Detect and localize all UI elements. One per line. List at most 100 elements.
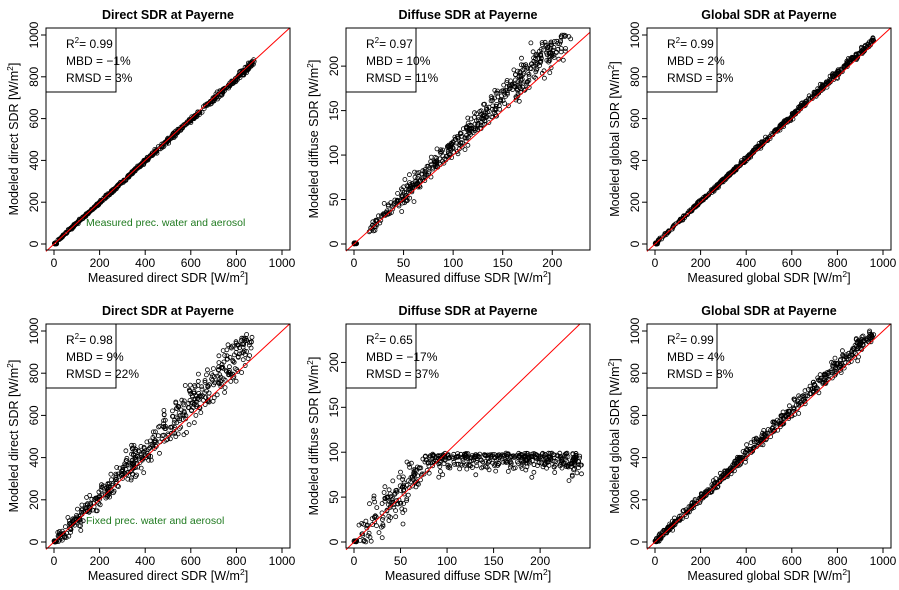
data-point: [422, 167, 428, 173]
y-tick-label: 50: [327, 193, 341, 207]
data-point: [663, 529, 669, 535]
data-point: [128, 477, 134, 483]
data-point: [576, 462, 582, 468]
data-point: [364, 523, 370, 529]
data-point: [104, 494, 110, 500]
data-point: [224, 369, 230, 375]
data-point: [688, 208, 694, 214]
data-point: [374, 523, 379, 529]
data-point: [406, 172, 412, 178]
data-point: [437, 459, 443, 465]
data-point: [200, 393, 206, 399]
data-point: [243, 336, 249, 342]
data-point: [808, 391, 814, 397]
data-point: [465, 456, 471, 461]
data-point: [381, 490, 387, 495]
data-point: [415, 473, 420, 479]
data-point: [515, 79, 521, 84]
data-point: [388, 200, 394, 206]
data-point: [829, 375, 835, 381]
data-point: [195, 383, 201, 389]
data-point: [123, 448, 129, 454]
data-point: [542, 39, 548, 45]
data-point: [536, 460, 542, 466]
x-tick-label: 600: [782, 554, 802, 568]
data-point: [653, 240, 658, 246]
data-point: [524, 450, 530, 456]
data-point: [162, 423, 168, 429]
data-point: [401, 482, 407, 488]
data-point: [571, 467, 576, 473]
data-point: [676, 516, 681, 522]
data-point: [372, 514, 378, 520]
data-point: [406, 461, 412, 467]
data-point: [245, 356, 251, 362]
data-point: [81, 509, 86, 515]
data-point: [387, 491, 393, 497]
data-point: [454, 149, 460, 154]
data-point: [501, 89, 507, 95]
data-point: [455, 151, 461, 157]
data-point: [534, 66, 540, 72]
data-point: [690, 205, 696, 211]
data-point: [781, 421, 787, 427]
data-point: [439, 149, 445, 155]
data-point: [469, 453, 475, 459]
panel-4: Direct SDR at Payerne R2= 0.98 MBD = 9% RMS…: [5, 304, 296, 583]
panel-title: Direct SDR at Payerne: [102, 8, 234, 22]
data-point: [523, 460, 529, 466]
data-point: [146, 446, 151, 452]
data-point: [125, 174, 131, 180]
data-point: [721, 474, 727, 480]
data-point: [430, 460, 436, 466]
data-point: [486, 120, 492, 125]
data-point: [523, 453, 528, 459]
x-axis: 0 50 100 150 200: [351, 250, 563, 270]
panel-title: Global SDR at Payerne: [701, 304, 837, 318]
data-point: [551, 464, 557, 470]
data-point: [518, 72, 524, 78]
data-point: [557, 463, 563, 469]
data-point: [161, 412, 167, 418]
y-axis: 0 200 400 600 800 1000: [27, 21, 46, 247]
data-point: [378, 213, 384, 219]
data-point: [543, 42, 549, 48]
data-point: [380, 522, 386, 527]
data-point: [542, 462, 548, 468]
data-point: [727, 466, 732, 472]
data-point: [505, 468, 511, 474]
data-point: [225, 342, 231, 348]
data-point: [372, 519, 378, 525]
data-point: [152, 433, 158, 438]
data-point: [519, 55, 524, 61]
data-point: [849, 352, 854, 358]
data-point: [474, 463, 480, 469]
r-squared-label: R2= 0.65: [366, 332, 413, 347]
data-point: [462, 451, 468, 457]
data-point: [139, 457, 145, 463]
x-axis: 0 200 400 600 800 1000: [652, 548, 897, 568]
data-point: [772, 128, 777, 134]
data-point: [832, 355, 838, 361]
data-point: [512, 84, 517, 89]
data-point: [85, 501, 90, 507]
data-point: [765, 427, 771, 432]
rmsd-label: RMSD = 22%: [66, 367, 139, 381]
data-point: [167, 436, 173, 442]
data-point: [218, 381, 224, 387]
data-point: [538, 60, 543, 65]
x-tick-label: 600: [181, 256, 201, 270]
data-point: [228, 378, 234, 384]
data-point: [840, 352, 845, 358]
data-point: [661, 528, 667, 534]
data-point: [170, 430, 176, 436]
data-point: [563, 451, 569, 457]
x-tick-label: 50: [397, 256, 411, 270]
data-point: [422, 459, 428, 465]
data-point: [129, 457, 135, 463]
data-point: [146, 457, 152, 463]
data-point: [135, 448, 141, 454]
data-point: [559, 32, 565, 38]
data-point: [551, 55, 557, 60]
